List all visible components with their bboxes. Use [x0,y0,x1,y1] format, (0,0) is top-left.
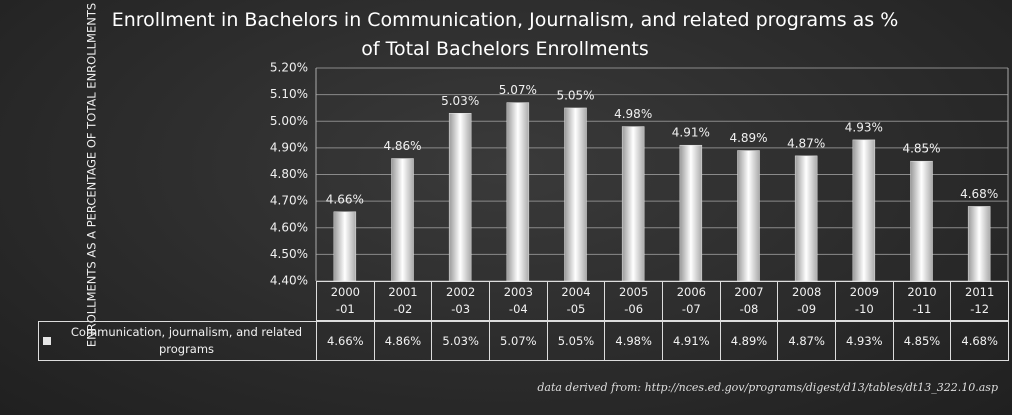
y-tick-label: 4.80% [270,167,308,181]
table-value: 4.86% [373,321,433,361]
table-value: 4.66% [316,321,375,361]
bar [910,160,933,282]
y-tick-label: 4.50% [270,247,308,261]
y-tick-label: 4.40% [270,274,308,288]
value-label: 5.05% [556,88,594,102]
y-tick-label: 4.90% [270,140,308,154]
bar [448,113,472,282]
bar [621,126,645,282]
y-tick-label: 4.70% [270,194,308,208]
y-tick-label: 4.60% [270,220,308,234]
table-value: 5.07% [489,321,548,361]
value-label: 4.89% [729,131,767,145]
table-value: 4.87% [777,321,836,361]
x-tick-label: 2007 -08 [719,281,779,321]
bar [506,102,530,282]
bar [737,150,760,282]
legend-cell: Communication, journalism, and related p… [38,321,317,361]
x-tick-label: 2010 -11 [892,281,952,321]
bar [852,139,876,282]
y-tick-label: 5.20% [270,61,308,75]
bar [391,158,414,282]
table-value: 5.03% [431,321,490,361]
x-tick-label: 2005 -06 [604,281,663,321]
bar [333,211,357,282]
bar [794,155,818,282]
x-tick-label: 2001 -02 [373,281,433,321]
legend-label: Communication, journalism, and related p… [70,325,303,356]
value-label: 4.66% [326,192,364,206]
value-label: 4.87% [787,136,825,150]
value-label: 4.85% [902,142,940,156]
value-label: 4.93% [845,120,883,134]
x-tick-label: 2004 -05 [546,281,606,321]
value-label: 4.98% [614,107,652,121]
table-value: 4.85% [892,321,952,361]
bar [679,144,703,282]
x-tick-label: 2006 -07 [662,281,721,321]
value-label: 5.07% [499,83,537,97]
value-label: 4.68% [960,187,998,201]
bar [967,206,991,282]
y-axis-label: ENROLLMENTS AS A PERCENTAGE OF TOTAL ENR… [85,3,99,347]
chart-title: Enrollment in Bachelors in Communication… [111,9,899,60]
value-label: 4.86% [383,139,421,153]
x-tick-label: 2000 -01 [316,281,375,321]
legend-swatch [43,337,51,345]
x-tick-label: 2011 -12 [950,281,1009,321]
bar [564,107,587,282]
table-value: 4.91% [662,321,721,361]
table-value: 4.89% [719,321,779,361]
y-tick-label: 5.10% [270,87,308,101]
table-value: 4.93% [835,321,894,361]
x-tick-label: 2003 -04 [489,281,548,321]
table-value: 4.98% [604,321,663,361]
table-value: 4.68% [950,321,1009,361]
value-label: 4.91% [672,126,710,140]
x-tick-label: 2009 -10 [835,281,894,321]
table-value: 5.05% [546,321,606,361]
x-tick-label: 2002 -03 [431,281,490,321]
source-note: data derived from: http://nces.ed.gov/pr… [537,381,998,394]
y-tick-label: 5.00% [270,114,308,128]
value-label: 5.03% [441,94,479,108]
x-tick-label: 2008 -09 [777,281,836,321]
